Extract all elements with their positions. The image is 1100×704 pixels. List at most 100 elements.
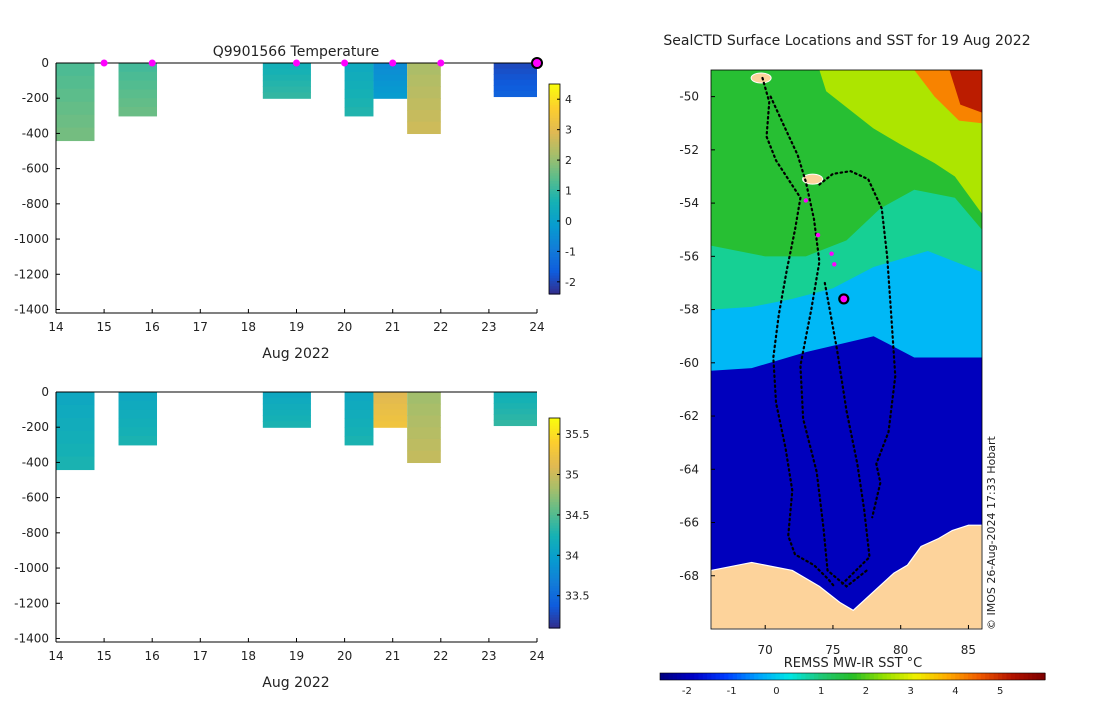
colorbar-cell	[549, 436, 560, 440]
profile-1-cell-4	[118, 427, 158, 437]
colorbar-cell	[549, 567, 560, 571]
x-tick-label: 23	[481, 649, 496, 663]
profile-0-cell-1	[56, 75, 95, 90]
colorbar-frame	[548, 417, 561, 629]
profile-0-cell-5	[56, 127, 95, 142]
sst-colorbar-cell	[852, 673, 858, 680]
colorbar-cell	[549, 157, 560, 161]
colorbar-cell	[549, 620, 560, 624]
sst-colorbar-cell	[689, 673, 695, 680]
colorbar-cell	[549, 267, 560, 271]
colorbar-cell	[549, 454, 560, 458]
sst-colorbar-cell	[801, 673, 807, 680]
profile-3-cell-0	[344, 63, 374, 73]
profile-2-cell-5	[262, 421, 311, 428]
sst-colorbar-cell	[968, 673, 973, 680]
sst-colorbar-cell	[933, 673, 939, 680]
profile-1-cell-4	[118, 98, 158, 108]
colorbar-cell	[549, 178, 560, 182]
profile-0-cell-3	[56, 101, 95, 116]
colorbar-cell	[549, 499, 560, 503]
sst-colorbar-cell	[660, 673, 665, 680]
colorbar-cell	[549, 562, 560, 566]
colorbar-cell	[549, 265, 560, 269]
sst-colorbar-cell	[1032, 673, 1038, 680]
colorbar-cell	[549, 520, 560, 524]
colorbar-cell	[549, 149, 560, 153]
colorbar-tick-label: -2	[565, 276, 576, 289]
colorbar-tick-label: 34.5	[565, 509, 590, 522]
y-tick-label: -400	[22, 126, 49, 140]
colorbar-cell	[549, 141, 560, 145]
salinity-x-axis-label: Aug 2022	[262, 675, 329, 691]
profile-1-cell-2	[118, 80, 158, 91]
profile-3-cell-1	[344, 400, 374, 411]
sst-colorbar-cell	[668, 673, 674, 680]
colorbar-cell	[549, 186, 560, 190]
profile-1-cell-2	[118, 409, 158, 420]
profile-3-cell-5	[344, 107, 374, 117]
sst-colorbar-cell	[861, 673, 866, 680]
profile-4-cell-2	[373, 403, 408, 411]
y-tick-label: -600	[22, 491, 49, 505]
sst-colorbar-cell	[711, 673, 717, 680]
sst-warm-water	[819, 70, 982, 214]
colorbar-cell	[549, 249, 560, 253]
colorbar-cell	[549, 465, 560, 469]
sst-colorbar-cell	[822, 673, 828, 680]
map-frame	[710, 69, 983, 630]
x-tick-label: 19	[289, 649, 304, 663]
profile-6-cell-2	[493, 74, 537, 81]
x-tick-label: 19	[289, 320, 304, 334]
colorbar-cell	[549, 565, 560, 569]
sst-colorbar-cell	[707, 673, 712, 680]
surface-marker	[148, 59, 156, 67]
profile-6-cell-2	[493, 403, 537, 410]
sst-colorbar-cell	[929, 673, 935, 680]
colorbar-cell	[549, 612, 560, 616]
colorbar-cell	[549, 507, 560, 511]
sst-colorbar-cell	[942, 673, 948, 680]
colorbar-cell	[549, 84, 560, 88]
sst-colorbar-tick-label: 1	[818, 686, 824, 697]
map-y-tick-label: -58	[679, 303, 699, 317]
sst-colorbar-cell	[694, 673, 700, 680]
x-tick-label: 17	[193, 649, 208, 663]
colorbar-cell	[549, 515, 560, 519]
sst-map-plot-area: -50 -52 -54 -56 -58 -60 -62 -64 -66 -68 70 75 80 85 -2…	[659, 69, 1046, 697]
sst-colorbar-cell	[955, 673, 961, 680]
map-x-tick-label: 75	[825, 643, 840, 657]
profile-0-cell-4	[56, 114, 95, 129]
colorbar-tick-label: 2	[565, 154, 572, 167]
sst-colorbar-tick-label: 0	[773, 686, 779, 697]
x-tick-label: 17	[193, 320, 208, 334]
colorbar-cell	[549, 538, 560, 542]
colorbar-cell	[549, 278, 560, 282]
colorbar-cell	[549, 530, 560, 535]
colorbar-cell	[549, 523, 560, 527]
x-tick-label: 15	[96, 320, 111, 334]
sst-colorbar-cell	[989, 673, 995, 680]
colorbar-cell	[549, 252, 560, 256]
colorbar-cell	[549, 452, 560, 456]
colorbar-cell	[549, 572, 560, 577]
colorbar-cell	[549, 494, 560, 498]
colorbar-cell	[549, 223, 560, 227]
y-tick-label: -1400	[14, 302, 49, 316]
temperature-x-axis-label: Aug 2022	[262, 346, 329, 362]
sst-colorbar-cell	[741, 673, 747, 680]
colorbar-cell	[549, 554, 560, 558]
colorbar-cell	[549, 625, 560, 629]
colorbar-cell	[549, 154, 560, 159]
surface-marker	[389, 59, 397, 67]
profile-6-cell-4	[493, 85, 537, 92]
seal-track-0	[761, 76, 836, 588]
latest-position-marker	[531, 57, 543, 69]
x-tick-label: 16	[145, 649, 160, 663]
x-tick-label: 21	[385, 320, 400, 334]
sst-colorbar-cell	[1010, 673, 1016, 680]
colorbar-cell	[549, 110, 560, 114]
sst-colorbar-cell	[891, 673, 896, 680]
map-y-tick-label: -66	[679, 516, 699, 530]
